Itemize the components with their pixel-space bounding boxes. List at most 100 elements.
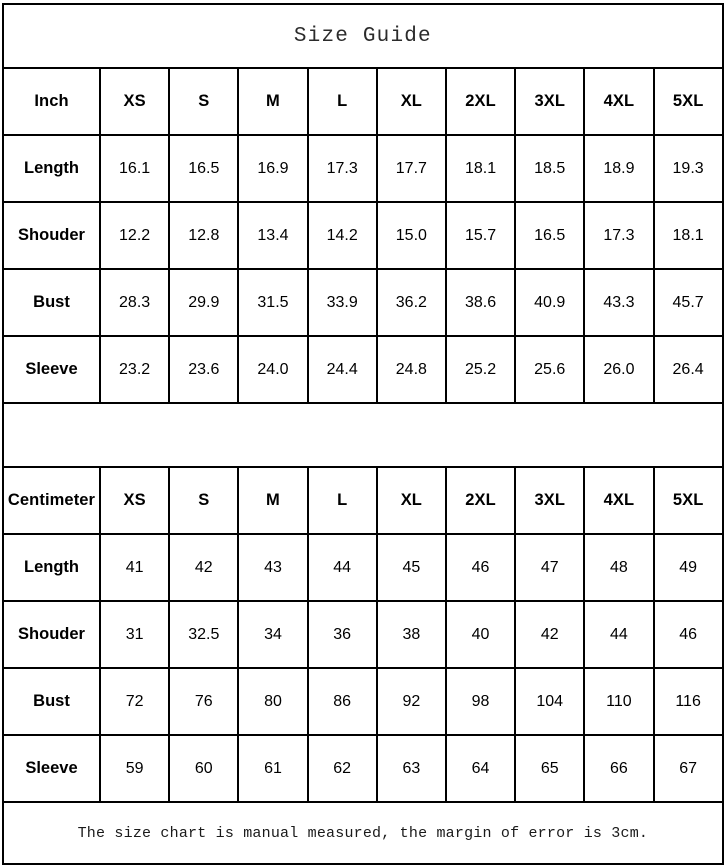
- cell-bust-3xl: 40.9: [514, 268, 586, 337]
- cell-sleeve-3xl: 65: [514, 734, 586, 803]
- cell-shouder-5xl: 46: [652, 600, 724, 669]
- size-header-3xl: 3XL: [514, 466, 586, 535]
- cell-length-xs: 41: [98, 533, 171, 602]
- size-header-l: L: [306, 67, 378, 136]
- unit-header-inch: Inch: [2, 67, 101, 136]
- cell-bust-l: 86: [306, 667, 378, 736]
- size-guide-body: Size Guide Inch XS S M L XL 2XL 3XL 4XL 5XL Length 1…: [2, 3, 724, 865]
- cell-length-xl: 17.7: [375, 134, 447, 203]
- cell-shouder-2xl: 15.7: [444, 201, 517, 270]
- size-header-5xl: 5XL: [652, 466, 724, 535]
- size-header-2xl: 2XL: [444, 466, 517, 535]
- cell-length-s: 42: [168, 533, 240, 602]
- unit-header-centimeter: Centimeter: [2, 466, 101, 535]
- table-header-row: Inch XS S M L XL 2XL 3XL 4XL 5XL: [2, 67, 724, 136]
- cell-length-3xl: 18.5: [514, 134, 586, 203]
- cell-bust-xl: 36.2: [375, 268, 447, 337]
- cell-length-4xl: 18.9: [583, 134, 655, 203]
- cell-shouder-4xl: 44: [583, 600, 655, 669]
- size-header-3xl: 3XL: [514, 67, 586, 136]
- size-header-4xl: 4XL: [583, 466, 655, 535]
- spacer-cell: [2, 402, 724, 468]
- cell-shouder-l: 36: [306, 600, 378, 669]
- cell-length-l: 44: [306, 533, 378, 602]
- cell-sleeve-4xl: 66: [583, 734, 655, 803]
- cell-shouder-xl: 15.0: [375, 201, 447, 270]
- table-row: Length 16.1 16.5 16.9 17.3 17.7 18.1 18.5 18.9 19…: [2, 134, 724, 203]
- cell-length-4xl: 48: [583, 533, 655, 602]
- row-label-length: Length: [2, 533, 101, 602]
- cell-length-5xl: 19.3: [652, 134, 724, 203]
- cell-shouder-m: 34: [237, 600, 309, 669]
- cell-shouder-3xl: 42: [514, 600, 586, 669]
- cell-shouder-l: 14.2: [306, 201, 378, 270]
- cell-sleeve-5xl: 26.4: [652, 335, 724, 404]
- cell-sleeve-4xl: 26.0: [583, 335, 655, 404]
- cell-sleeve-m: 24.0: [237, 335, 309, 404]
- measurement-note: The size chart is manual measured, the m…: [2, 801, 724, 865]
- size-guide-sheet: Size Guide Inch XS S M L XL 2XL 3XL 4XL 5XL Length 1…: [2, 3, 724, 865]
- cell-shouder-3xl: 16.5: [514, 201, 586, 270]
- cell-shouder-4xl: 17.3: [583, 201, 655, 270]
- cell-bust-5xl: 45.7: [652, 268, 724, 337]
- row-label-shouder: Shouder: [2, 600, 101, 669]
- cell-shouder-xs: 12.2: [98, 201, 171, 270]
- row-label-sleeve: Sleeve: [2, 335, 101, 404]
- cell-bust-2xl: 98: [444, 667, 517, 736]
- cell-bust-xs: 28.3: [98, 268, 171, 337]
- table-row: Sleeve 59 60 61 62 63 64 65 66 67: [2, 734, 724, 803]
- cell-length-3xl: 47: [514, 533, 586, 602]
- page-title: Size Guide: [2, 3, 724, 69]
- size-header-xl: XL: [375, 67, 447, 136]
- cell-shouder-5xl: 18.1: [652, 201, 724, 270]
- cell-bust-l: 33.9: [306, 268, 378, 337]
- cell-sleeve-l: 24.4: [306, 335, 378, 404]
- table-row: Bust 28.3 29.9 31.5 33.9 36.2 38.6 40.9 43.3 45.7: [2, 268, 724, 337]
- cell-sleeve-2xl: 64: [444, 734, 517, 803]
- cell-bust-3xl: 104: [514, 667, 586, 736]
- cell-sleeve-xl: 63: [375, 734, 447, 803]
- table-row: Shouder 31 32.5 34 36 38 40 42 44 46: [2, 600, 724, 669]
- cell-sleeve-l: 62: [306, 734, 378, 803]
- size-header-s: S: [168, 466, 240, 535]
- size-header-m: M: [237, 466, 309, 535]
- cell-bust-s: 29.9: [168, 268, 240, 337]
- table-row: Bust 72 76 80 86 92 98 104 110 116: [2, 667, 724, 736]
- size-header-xs: XS: [98, 67, 171, 136]
- size-guide-table: Size Guide Inch XS S M L XL 2XL 3XL 4XL 5XL Length 1…: [2, 3, 724, 865]
- cell-sleeve-xs: 23.2: [98, 335, 171, 404]
- table-header-row: Centimeter XS S M L XL 2XL 3XL 4XL 5XL: [2, 466, 724, 535]
- cell-sleeve-3xl: 25.6: [514, 335, 586, 404]
- row-label-shouder: Shouder: [2, 201, 101, 270]
- cell-shouder-xs: 31: [98, 600, 171, 669]
- cell-length-xs: 16.1: [98, 134, 171, 203]
- cell-bust-4xl: 110: [583, 667, 655, 736]
- cell-bust-4xl: 43.3: [583, 268, 655, 337]
- size-header-xs: XS: [98, 466, 171, 535]
- cell-length-2xl: 18.1: [444, 134, 517, 203]
- cell-length-m: 16.9: [237, 134, 309, 203]
- spacer-row: [2, 402, 724, 468]
- title-row: Size Guide: [2, 3, 724, 69]
- row-label-sleeve: Sleeve: [2, 734, 101, 803]
- cell-sleeve-s: 60: [168, 734, 240, 803]
- cell-sleeve-xl: 24.8: [375, 335, 447, 404]
- row-label-bust: Bust: [2, 667, 101, 736]
- table-row: Length 41 42 43 44 45 46 47 48 49: [2, 533, 724, 602]
- cell-length-xl: 45: [375, 533, 447, 602]
- table-row: Shouder 12.2 12.8 13.4 14.2 15.0 15.7 16.5 17.3 1…: [2, 201, 724, 270]
- size-header-xl: XL: [375, 466, 447, 535]
- cell-sleeve-m: 61: [237, 734, 309, 803]
- cell-bust-xs: 72: [98, 667, 171, 736]
- footer-row: The size chart is manual measured, the m…: [2, 801, 724, 865]
- cell-bust-m: 31.5: [237, 268, 309, 337]
- cell-length-2xl: 46: [444, 533, 517, 602]
- cell-length-l: 17.3: [306, 134, 378, 203]
- cell-length-m: 43: [237, 533, 309, 602]
- cell-shouder-s: 12.8: [168, 201, 240, 270]
- cell-shouder-s: 32.5: [168, 600, 240, 669]
- cell-bust-5xl: 116: [652, 667, 724, 736]
- size-header-4xl: 4XL: [583, 67, 655, 136]
- cell-shouder-2xl: 40: [444, 600, 517, 669]
- size-header-5xl: 5XL: [652, 67, 724, 136]
